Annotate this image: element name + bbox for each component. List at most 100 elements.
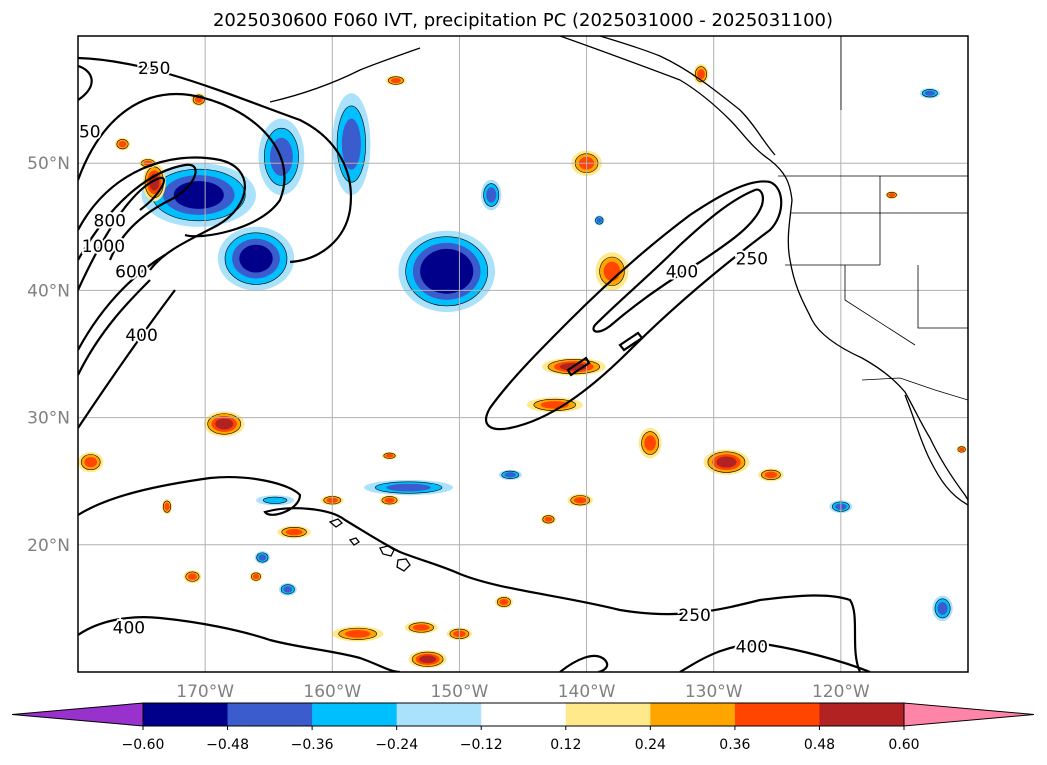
ivt-contour-400-tropics-east-2: [679, 643, 871, 672]
contour-label: 400: [736, 638, 768, 658]
precip-blob: [332, 626, 384, 642]
precip-blob: [141, 163, 256, 227]
colorbar-segment: [819, 703, 905, 726]
precip-blob: [932, 595, 953, 622]
precip-blob: [481, 179, 502, 211]
colorbar-segment: [481, 703, 567, 726]
colorbar-tick-label: −0.36: [291, 737, 334, 753]
colorbar-segment: [312, 703, 398, 726]
y-tick-label: 50°N: [27, 154, 70, 174]
ivt-contour-800: [78, 163, 197, 261]
colorbar-tick-label: 0.48: [804, 737, 835, 753]
precip-ring: [84, 457, 98, 468]
precip-blob: [956, 445, 967, 454]
gridlines: [78, 36, 968, 672]
precip-blob: [161, 499, 173, 515]
x-tick-label: 120°W: [812, 682, 870, 702]
north-america-coastline: [559, 36, 968, 501]
coastlines: [269, 36, 968, 572]
contour-label: 1000: [82, 237, 125, 257]
precip-blob: [254, 551, 270, 564]
precip-blob: [114, 137, 131, 151]
ivt-contour-400-tropics-east: [559, 654, 609, 672]
contour-label: 250: [736, 250, 768, 270]
precip-ring: [504, 472, 517, 478]
contour-label: 400: [666, 262, 698, 282]
ivt-contours: [78, 56, 871, 672]
ivt-contour-400-north: [78, 92, 286, 238]
map-frame: [77, 35, 969, 673]
colorbar-tick-label: 0.60: [888, 737, 919, 753]
precip-ring: [384, 497, 395, 503]
precip-blob: [78, 451, 104, 473]
precip-ring: [486, 187, 497, 203]
ivt-contour-400-river: [592, 188, 764, 333]
colorbar-segment: [143, 703, 229, 726]
precip-blob: [183, 570, 202, 583]
ivt-contour-600: [78, 156, 246, 271]
ivt-contour-400-tropics: [78, 616, 401, 672]
ivt-contour-250-south: [78, 289, 176, 429]
map-area: 250 250 800 1000 600 400 400 250 400 250 400: [78, 36, 968, 672]
precip-ring: [716, 456, 737, 468]
colorbar-segment: [650, 703, 736, 726]
hawaii-island-4: [396, 558, 411, 572]
precip-ring: [888, 193, 895, 197]
colorbar-tick-label: −0.24: [375, 737, 418, 753]
colorbar-tick-label: −0.48: [206, 737, 249, 753]
ivt-contour-250-north: [78, 56, 352, 264]
contour-label: 800: [94, 211, 126, 231]
colorbar-tick-label: 0.24: [635, 737, 666, 753]
precip-blob: [404, 621, 438, 634]
contour-labels: 250 250 800 1000 600 400 400 250 400 250 400: [78, 57, 770, 660]
ivt-contour-400-small-2: [618, 331, 644, 352]
precip-ring: [283, 586, 293, 593]
precip-ring: [285, 528, 303, 536]
precip-ring: [603, 261, 621, 281]
precip-blob: [567, 493, 593, 507]
precip-ring: [187, 573, 197, 580]
aleutian-islands: [269, 47, 421, 103]
alaska-coast: [599, 36, 776, 156]
contour-label: 250: [678, 606, 710, 626]
precip-ring: [164, 502, 170, 511]
colorbar-segment: [396, 703, 482, 726]
colorbar-segment: [565, 703, 651, 726]
hawaii-island-3: [379, 545, 395, 557]
precip-blob: [203, 411, 245, 437]
precip-ring: [937, 602, 948, 615]
ivt-contour-400-small-1: [566, 356, 591, 377]
colorbar-tick-label: −0.60: [122, 737, 165, 753]
contour-label: 250: [138, 59, 170, 79]
ivt-contour-400-south: [78, 254, 166, 351]
precip-blob: [595, 252, 629, 291]
precip-ring: [427, 255, 467, 288]
precip-ring: [215, 418, 234, 430]
hawaii-island-2: [348, 537, 360, 546]
hawaii-island-1: [328, 518, 344, 528]
x-tick-label: 130°W: [685, 682, 743, 702]
precip-blob: [498, 469, 522, 480]
precip-ring: [924, 90, 935, 96]
precip-blob: [256, 495, 295, 506]
y-tick-label: 40°N: [27, 281, 70, 301]
colorbar-tick-label: 0.12: [550, 737, 581, 753]
precip-ring: [252, 574, 260, 580]
precip-blob: [277, 525, 311, 539]
colorbar-segment: [734, 703, 820, 726]
x-tick-label: 160°W: [303, 682, 361, 702]
x-tick-label: 150°W: [431, 682, 489, 702]
colorbar-extend-low: [11, 702, 144, 727]
precip-ring: [239, 244, 273, 273]
ivt-contour-1000: [78, 176, 166, 291]
precip-blob: [249, 571, 263, 582]
precip-blob: [398, 230, 496, 313]
precip-ring: [341, 118, 361, 170]
contour-label: 400: [125, 326, 157, 346]
precip-ring: [345, 630, 371, 638]
precip-blob: [495, 595, 513, 609]
precip-ring: [262, 496, 288, 504]
chart-title: 2025030600 F060 IVT, precipitation PC (2…: [213, 10, 833, 31]
precip-ring: [544, 516, 553, 522]
